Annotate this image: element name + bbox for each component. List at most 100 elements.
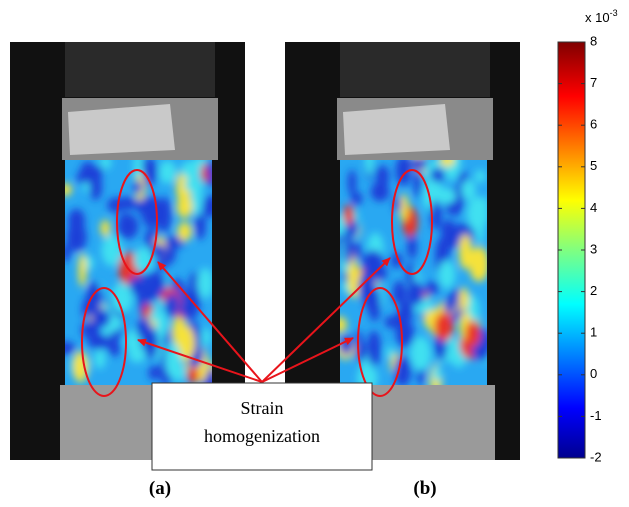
strain-blob (397, 300, 414, 323)
strain-blob (465, 320, 481, 347)
strain-blob (410, 336, 431, 371)
strain-blob (393, 354, 412, 385)
strain-blob (385, 345, 395, 359)
tick-label: 1 (590, 325, 597, 340)
strain-blob (66, 222, 87, 252)
strain-blob (343, 231, 353, 266)
strain-blob (80, 161, 96, 183)
strain-blob (430, 167, 445, 183)
strain-blob (118, 212, 132, 235)
tick-label: -2 (590, 449, 602, 464)
strain-blob (365, 160, 374, 176)
strain-blob (451, 160, 462, 176)
strain-blob (367, 330, 381, 367)
strain-blob (165, 342, 182, 379)
strain-blob (410, 160, 427, 170)
strain-blob (179, 296, 199, 320)
strain-blob (434, 312, 454, 342)
strain-blob (370, 182, 390, 202)
strain-blob (111, 282, 133, 314)
strain-blob (384, 315, 400, 329)
strain-blob (129, 275, 140, 296)
strain-blob (101, 234, 123, 267)
colorbar-ticks: -2 -1 0 1 2 3 4 5 6 7 8 (558, 33, 602, 464)
strain-blob (133, 180, 143, 195)
colorbar-multiplier: x 10-3 (585, 8, 618, 25)
strain-blob (347, 169, 357, 196)
strain-blob (164, 292, 179, 319)
strain-blob (399, 193, 409, 222)
tick-label: 2 (590, 283, 597, 298)
strain-blob (65, 244, 71, 262)
strain-blob (72, 351, 88, 383)
strain-blob (355, 341, 367, 363)
tick-label: 8 (590, 33, 597, 48)
strain-texture (340, 160, 487, 385)
strain-blob (474, 169, 486, 183)
strain-blob (351, 191, 363, 206)
strain-blob (128, 347, 147, 363)
strain-blob (177, 221, 192, 242)
strain-blob (440, 219, 457, 243)
strain-blob (480, 197, 487, 215)
tick-label: -1 (590, 408, 602, 423)
arrows (137, 257, 391, 383)
panel-label: (a) (149, 478, 171, 499)
strain-blob (430, 200, 442, 230)
strain-blob (186, 366, 199, 384)
photo-a (10, 42, 245, 460)
strain-blob (343, 204, 354, 226)
colorbar (557, 41, 586, 459)
strain-blob (141, 196, 162, 228)
strain-blob (65, 183, 72, 196)
panel-label: (b) (413, 478, 436, 499)
photo-b (285, 42, 520, 460)
strain-blob (99, 160, 112, 170)
tick-label: 5 (590, 158, 597, 173)
strain-blob (357, 365, 378, 385)
strain-blob (206, 160, 212, 179)
strain-blob (191, 181, 203, 217)
strain-blob (194, 210, 206, 240)
strain-blob (65, 341, 76, 355)
strain-blob (461, 179, 476, 201)
strain-blob (469, 246, 487, 282)
strain-blob (407, 235, 418, 260)
strain-blob (352, 241, 362, 261)
strain-blob (176, 325, 195, 361)
strain-blob (432, 366, 442, 382)
tick-label: 0 (590, 366, 597, 381)
strain-blob (435, 188, 457, 204)
strain-blob (392, 280, 407, 306)
annotation-line: homogenization (204, 426, 320, 446)
tick-label: 4 (590, 200, 597, 215)
tick-label: 7 (590, 75, 597, 90)
strain-blob (443, 299, 456, 314)
strain-blob (202, 195, 212, 218)
strain-blob (459, 287, 469, 312)
strain-blob (425, 281, 440, 294)
strain-blob (201, 367, 212, 385)
strain-blob (376, 165, 390, 188)
strain-blob (358, 271, 376, 304)
strain-blob (144, 276, 162, 302)
strain-blob (86, 281, 103, 312)
strain-blob (158, 160, 177, 184)
strain-blob (100, 219, 111, 237)
strain-blob (94, 347, 106, 369)
strain-blob (181, 161, 193, 178)
strain-blob (107, 340, 121, 357)
strain-blob (148, 365, 160, 381)
strain-blob (176, 195, 193, 219)
strain-blob (458, 234, 472, 270)
annotation-line: Strain (241, 398, 284, 418)
strain-blob (407, 281, 425, 306)
strain-blob (78, 253, 87, 288)
strain-blob (91, 308, 111, 328)
strain-blob (136, 318, 152, 340)
tick-label: 6 (590, 117, 597, 132)
annotation-box (151, 382, 373, 471)
strain-blob (107, 197, 125, 213)
strain-blob (199, 328, 211, 346)
